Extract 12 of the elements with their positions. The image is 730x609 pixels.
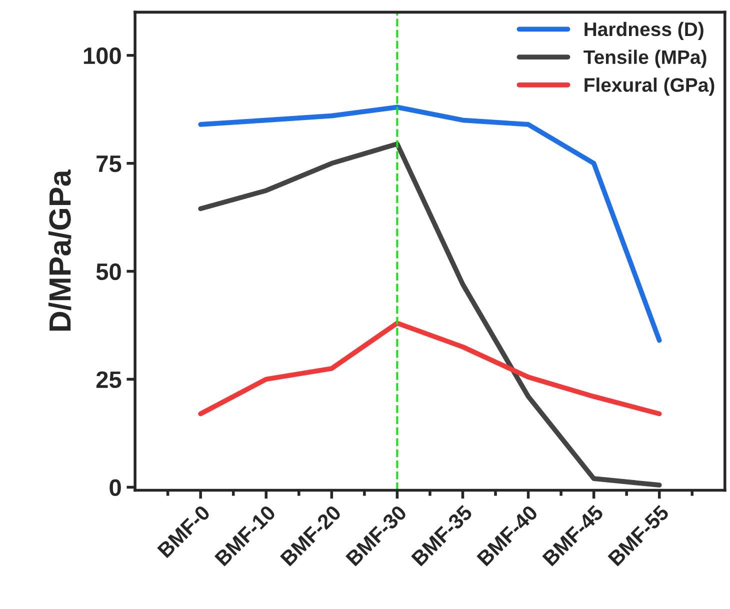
line-series [198,104,662,343]
y-axis-title: D/MPa/GPa [48,170,72,331]
y-tick-label: 75 [96,156,122,172]
y-tick-label: 100 [84,47,121,64]
y-tick-label: 50 [96,263,121,280]
legend-label: Hardness (D) [584,22,704,40]
line-series [198,320,662,416]
line-series [198,141,662,488]
y-tick-label: 25 [96,371,122,388]
legend-label: Flexural (GPa) [584,78,714,96]
legend-label: Tensile (MPa) [584,50,706,68]
y-tick-label: 0 [110,479,121,496]
